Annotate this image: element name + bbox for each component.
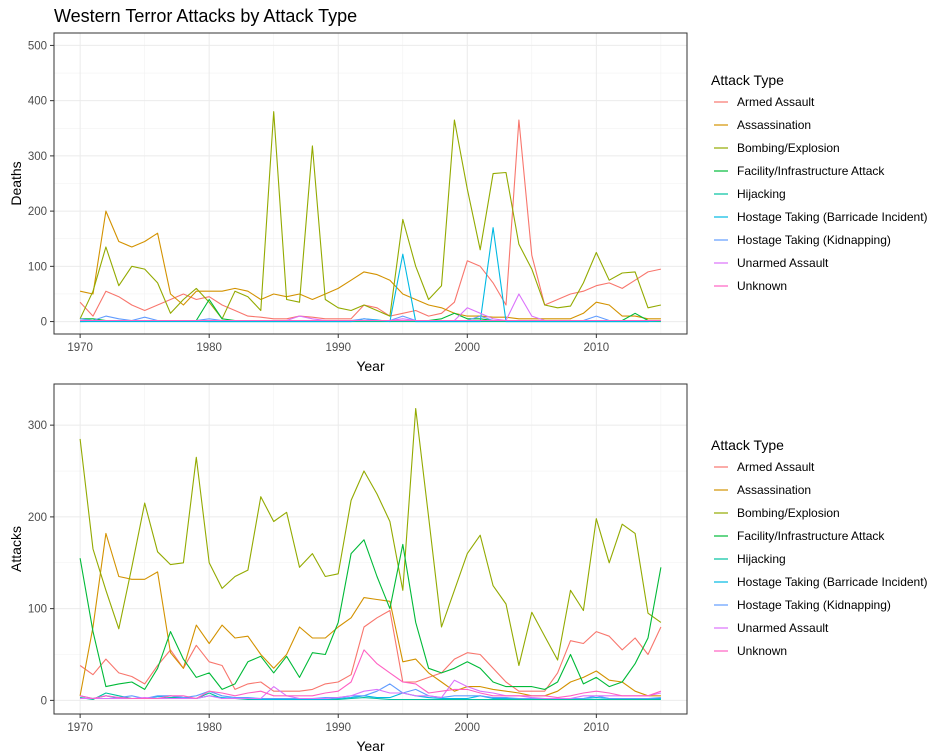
y-axis-title: Deaths [8,161,24,205]
legend-label-hijacking: Hijacking [737,552,786,566]
legend-label-facility-infrastructure-attack: Facility/Infrastructure Attack [737,164,885,178]
legend-label-bombing-explosion: Bombing/Explosion [737,506,840,520]
legend-label-unarmed-assault: Unarmed Assault [737,621,829,635]
x-tick-label: 2010 [584,722,610,734]
series-line-facility-infrastructure-attack [79,539,662,690]
legend-label-facility-infrastructure-attack: Facility/Infrastructure Attack [737,529,885,543]
legend-label-bombing-explosion: Bombing/Explosion [737,141,840,155]
series-line-bombing-explosion [79,111,662,320]
series-line-bombing-explosion [79,408,662,667]
legend-label-armed-assault: Armed Assault [737,460,815,474]
legend: Attack Type Armed Assault Assassination Bom… [711,437,928,658]
x-tick-label: 1980 [196,722,222,734]
legend-label-unarmed-assault: Unarmed Assault [737,256,829,270]
deaths-panel: 1970 1980 1990 2000 2010 0 100 200 300 400 500 Year… [8,32,928,374]
series-line-armed-assault [79,119,662,320]
x-tick-label: 1990 [325,342,351,354]
y-tick-label: 200 [28,206,47,218]
x-axis-title: Year [356,358,385,374]
y-tick-label: 500 [28,40,47,52]
x-tick-label: 1970 [67,722,93,734]
y-tick-label: 200 [28,512,47,524]
legend-label-hostage-taking-barricade-incident: Hostage Taking (Barricade Incident) [737,575,928,589]
panel-border [53,32,688,335]
y-tick-label: 400 [28,96,47,108]
x-tick-label: 1990 [325,722,351,734]
x-tick-label: 1970 [67,342,93,354]
series-line-unarmed-assault [80,679,662,700]
legend-label-hostage-taking-kidnapping: Hostage Taking (Kidnapping) [737,233,891,247]
series-line-assassination [79,210,661,320]
x-tick-label: 2010 [584,342,610,354]
y-tick-label: 100 [28,261,47,273]
x-tick-label: 1980 [196,342,222,354]
legend-label-hijacking: Hijacking [737,187,786,201]
y-tick-label: 0 [41,695,47,707]
y-tick-label: 100 [28,604,47,616]
chart-title: Western Terror Attacks by Attack Type [54,6,357,26]
attacks-panel: 1970 1980 1990 2000 2010 0 100 200 300 Year Attack… [8,383,928,754]
series-line-assassination [79,532,661,697]
x-tick-label: 2000 [454,722,480,734]
y-tick-label: 300 [28,420,47,432]
series-line-armed-assault [79,609,662,692]
legend-label-unknown: Unknown [737,644,787,658]
x-tick-label: 2000 [454,342,480,354]
panel-border [53,383,688,715]
legend-label-assassination: Assassination [737,483,811,497]
legend-label-armed-assault: Armed Assault [737,95,815,109]
x-axis-title: Year [356,738,385,754]
legend-label-hostage-taking-barricade-incident: Hostage Taking (Barricade Incident) [737,210,928,224]
legend-title: Attack Type [711,72,784,88]
series-line-hijacking [80,692,661,701]
legend: Attack Type Armed Assault Assassination Bom… [711,72,928,293]
legend-label-hostage-taking-kidnapping: Hostage Taking (Kidnapping) [737,598,891,612]
y-tick-label: 300 [28,151,47,163]
y-tick-label: 0 [41,317,47,329]
legend-title: Attack Type [711,437,784,453]
series-line-unknown [79,649,662,700]
legend-label-unknown: Unknown [737,279,787,293]
y-axis-title: Attacks [8,526,24,572]
legend-label-assassination: Assassination [737,118,811,132]
